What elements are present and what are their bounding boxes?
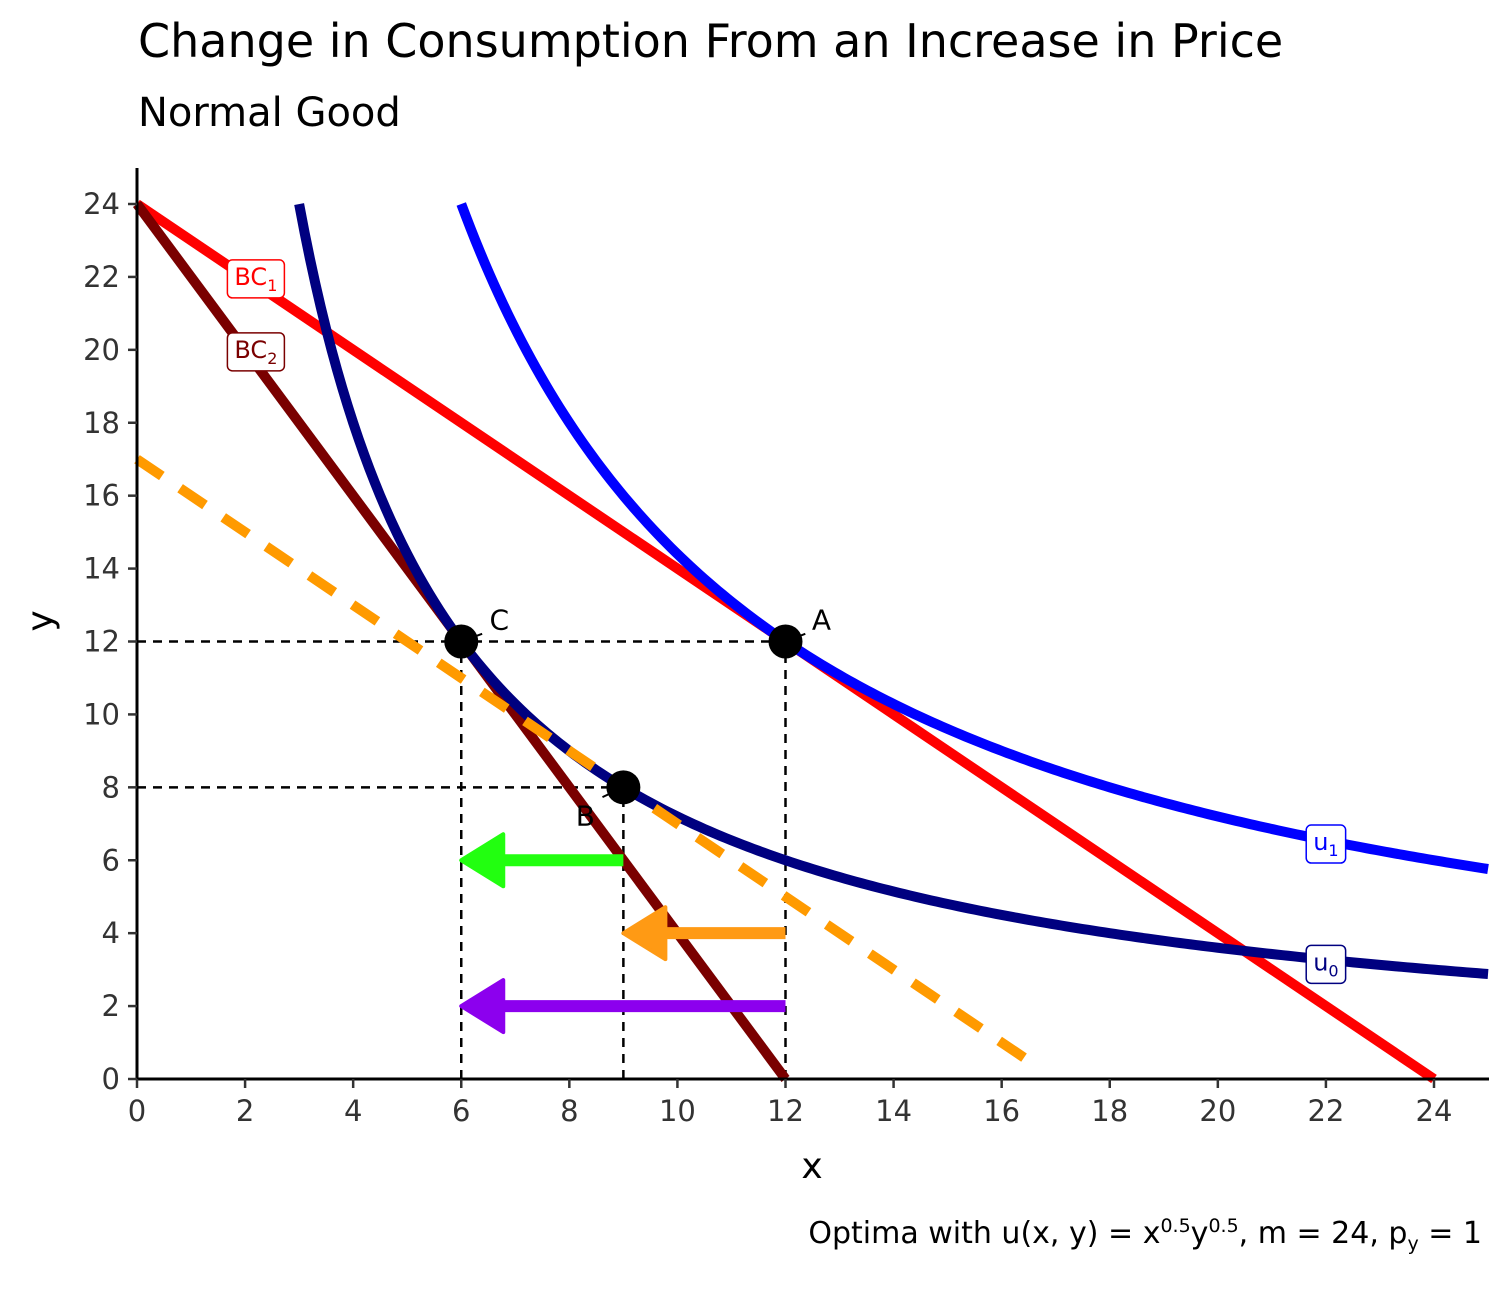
x-tick-label-10: 10 [659, 1094, 696, 1128]
y-tick-label-6: 6 [102, 843, 120, 877]
series-u0 [294, 203, 1489, 979]
y-tick-label-20: 20 [83, 333, 120, 367]
label-u1: u1 [1305, 824, 1347, 864]
label-text-bc1: BC1 [234, 263, 277, 295]
arrow-head-2 [459, 978, 506, 1035]
point-label-b: B [576, 799, 595, 832]
x-tick-label-6: 6 [452, 1094, 470, 1128]
y-tick-label-14: 14 [83, 552, 120, 586]
caption-args: x, y [1032, 1216, 1087, 1251]
x-tick-label-8: 8 [560, 1094, 578, 1128]
x-tick-label-16: 16 [983, 1094, 1020, 1128]
caption-m-text: , m = 24, p [1238, 1216, 1408, 1251]
y-tick-label-8: 8 [102, 770, 120, 804]
y-tick-label-4: 4 [102, 916, 120, 950]
y-tick-label-16: 16 [83, 479, 120, 513]
caption-paren-close: ) [1086, 1216, 1099, 1251]
x-tick-label-24: 24 [1416, 1094, 1453, 1128]
caption-p-subscript: y [1407, 1233, 1419, 1255]
caption-y-base: y [1190, 1216, 1209, 1251]
point-a [768, 624, 803, 659]
optimum-points: A B C [444, 604, 831, 832]
x-tick-label-2: 2 [236, 1094, 254, 1128]
x-tick-label-4: 4 [344, 1094, 362, 1128]
x-tick-label-0: 0 [128, 1094, 146, 1128]
series-dashed-4 [134, 455, 1032, 1065]
caption-y-exponent: 0.5 [1208, 1215, 1239, 1237]
caption-paren-open: ( [1020, 1216, 1033, 1251]
label-text-u0: u0 [1313, 948, 1338, 980]
x-tick-label-14: 14 [875, 1094, 912, 1128]
point-label-c: C [489, 604, 509, 637]
label-u0: u0 [1305, 944, 1347, 985]
caption-eq: = x [1098, 1216, 1161, 1251]
chart-caption: Optima with u(x, y) = x0.5y0.5, m = 24, … [808, 1215, 1482, 1255]
axes: 0 2 4 6 8 10 12 14 16 18 20 22 240246810121416182022… [83, 168, 1489, 1128]
y-tick-label-24: 24 [83, 187, 120, 221]
curve-labels: BC1 BC2 u1 u0 [226, 259, 1347, 985]
caption-p-value: = 1 [1418, 1216, 1482, 1251]
chart-title: Change in Consumption From an Increase i… [138, 14, 1284, 68]
label-bc2: BC2 [226, 332, 286, 372]
y-axis-title: y [20, 610, 61, 631]
y-tick-label-12: 12 [83, 625, 120, 659]
label-box-u0 [1305, 944, 1347, 985]
x-tick-label-18: 18 [1091, 1094, 1128, 1128]
x-tick-label-22: 22 [1307, 1094, 1344, 1128]
label-bc1: BC1 [226, 259, 286, 299]
caption-prefix: Optima with u [808, 1216, 1021, 1251]
y-tick-label-22: 22 [83, 260, 120, 294]
label-box-bc2 [226, 332, 286, 372]
y-tick-label-0: 0 [102, 1062, 120, 1096]
x-tick-label-12: 12 [767, 1094, 804, 1128]
y-tick-label-10: 10 [83, 697, 120, 731]
arrow-head-0 [459, 832, 506, 889]
x-axis-title: x [801, 1146, 822, 1187]
label-box-u1 [1305, 824, 1347, 864]
y-tick-label-2: 2 [102, 989, 120, 1023]
label-box-bc1 [226, 259, 286, 299]
caption-x-exponent: 0.5 [1160, 1215, 1191, 1237]
point-label-a: A [812, 604, 831, 637]
arrow-head-1 [621, 905, 668, 962]
point-c [444, 624, 479, 659]
series-lines [132, 199, 1489, 1084]
label-text-u1: u1 [1313, 828, 1338, 860]
y-tick-label-18: 18 [83, 406, 120, 440]
chart-subtitle: Normal Good [138, 90, 401, 136]
change-arrows [459, 832, 786, 1035]
label-text-bc2: BC2 [234, 336, 277, 368]
point-b [606, 770, 641, 805]
x-tick-label-20: 20 [1199, 1094, 1236, 1128]
